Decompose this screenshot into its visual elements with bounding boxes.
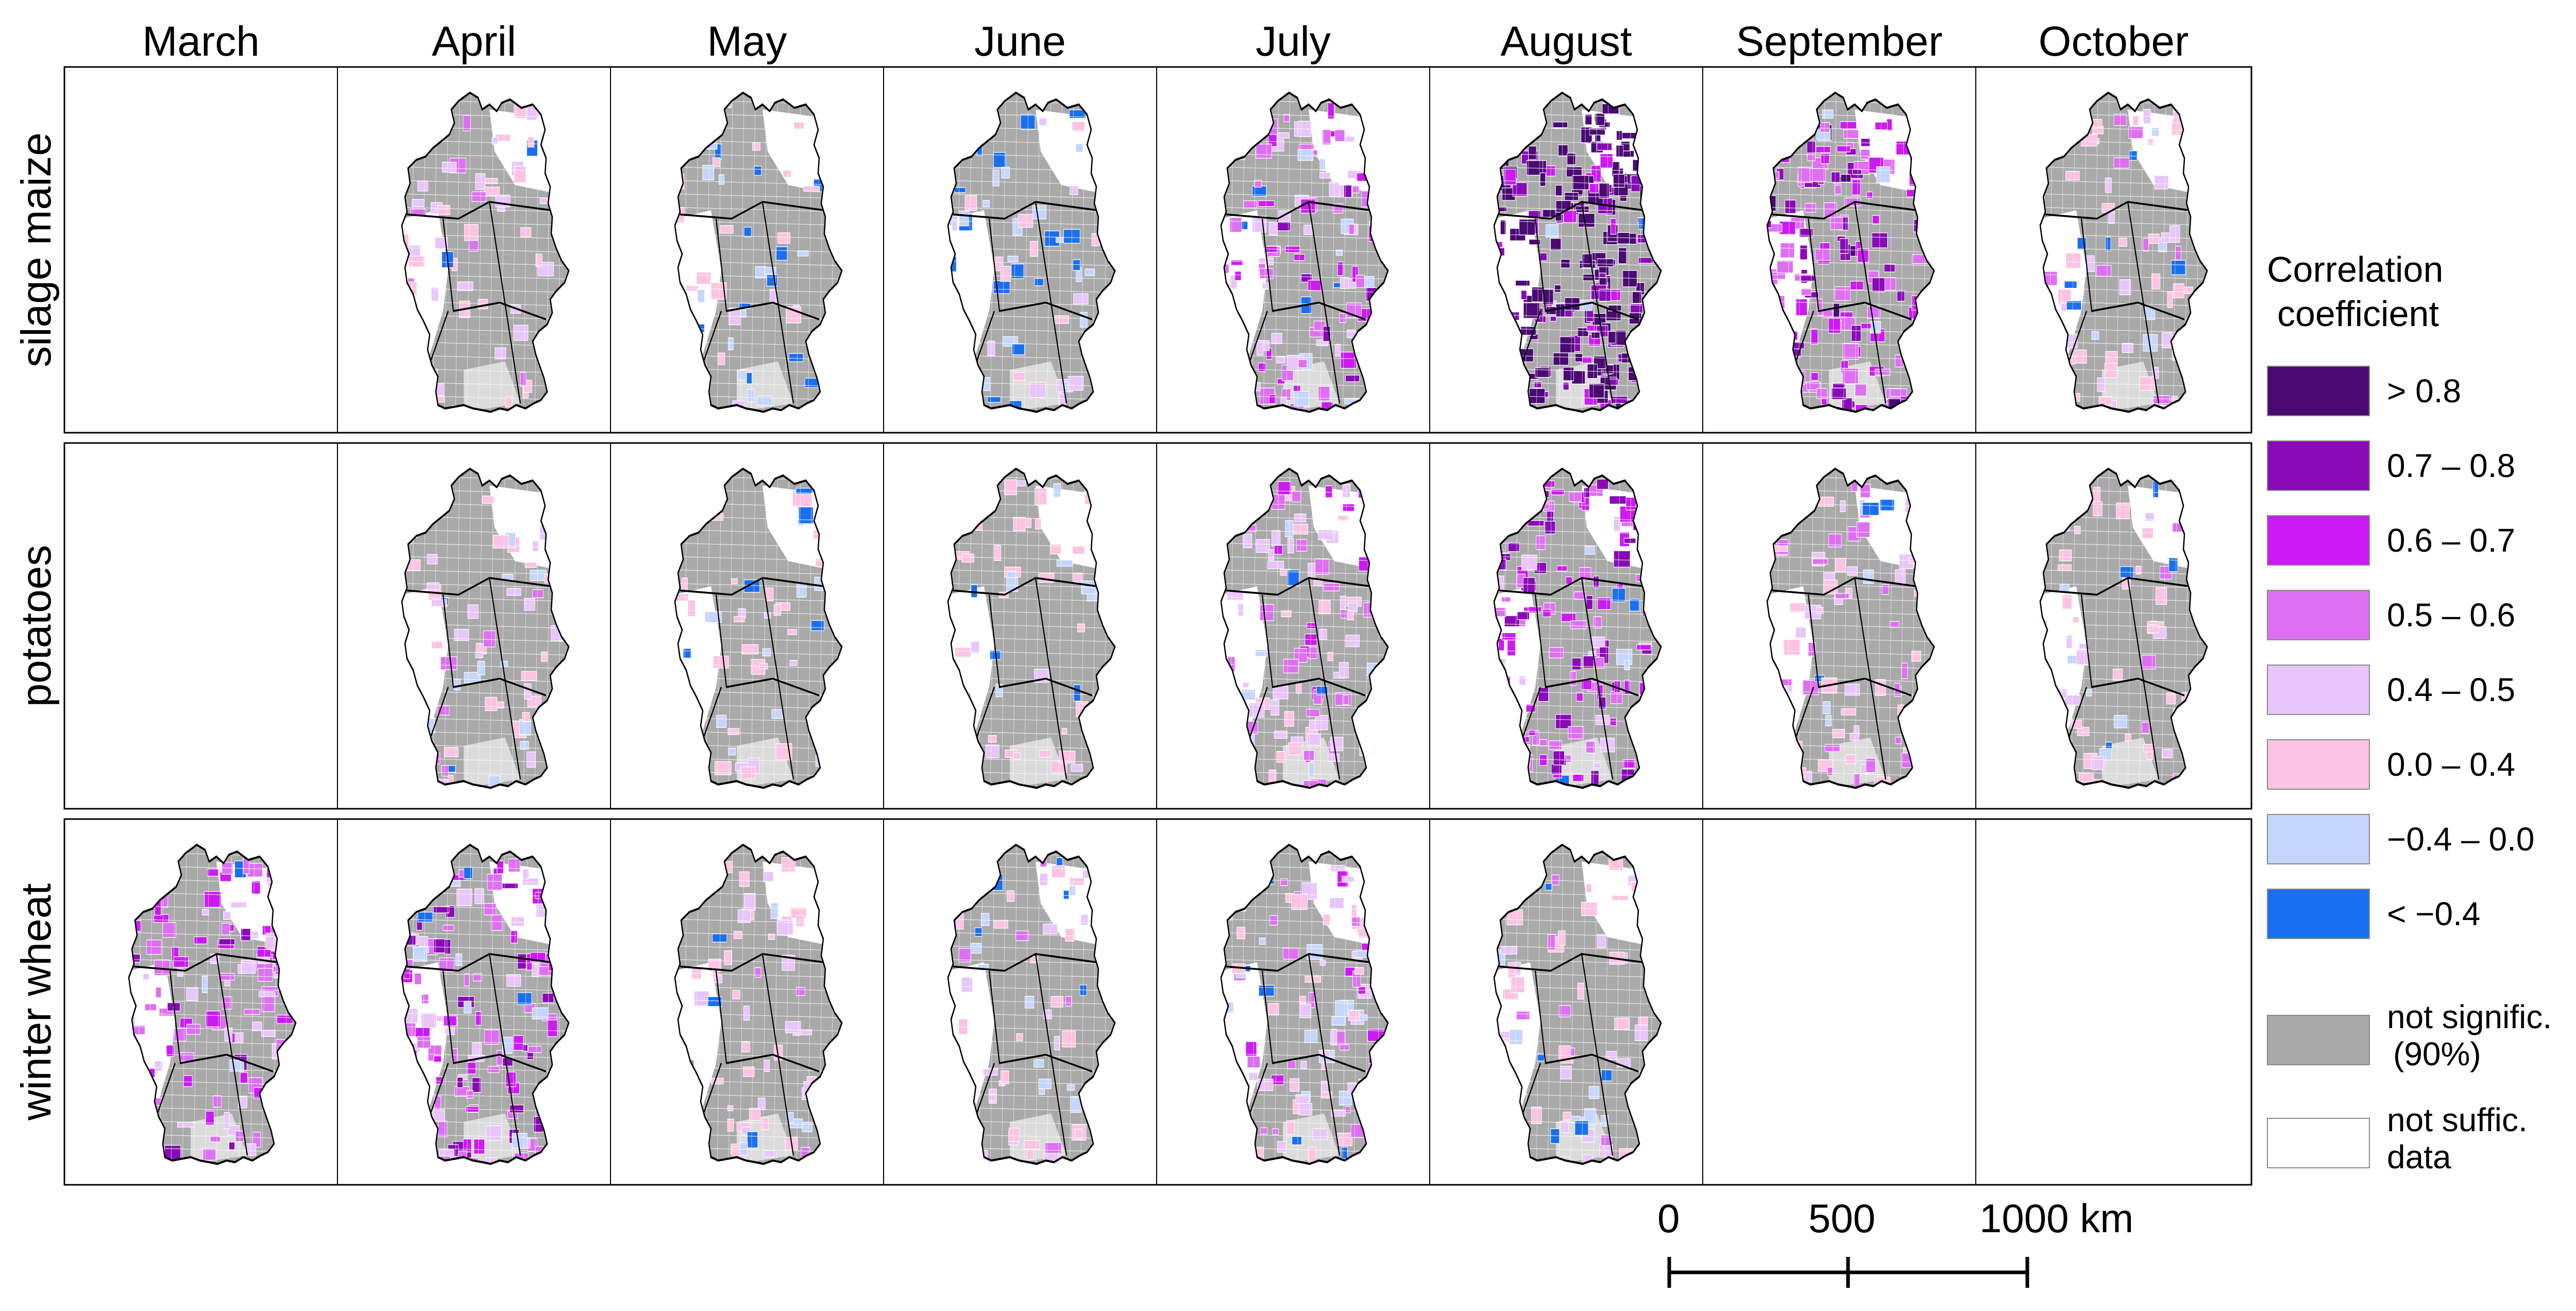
- germany-map: [1206, 469, 1391, 805]
- scale-label-1000: 1000 km: [1979, 1196, 2134, 1241]
- month-header: May: [707, 18, 787, 65]
- germany-map: [386, 469, 572, 805]
- legend-row-not-sufficient: not suffic. data: [2266, 1101, 2575, 1176]
- germany-map: [2025, 93, 2210, 429]
- germany-map: [659, 93, 845, 429]
- scale-bar-lines: [1667, 1257, 2029, 1288]
- legend-label: > 0.8: [2387, 372, 2462, 410]
- panel-row-frame: [63, 818, 2252, 1186]
- legend-label: < −0.4: [2387, 895, 2481, 932]
- legend-row: 0.6 – 0.7: [2266, 515, 2575, 567]
- legend-swatch-not-significant: [2267, 1015, 2370, 1065]
- legend-row: > 0.8: [2266, 366, 2575, 417]
- legend-label: 0.5 – 0.6: [2387, 597, 2516, 634]
- crop-row-label: silage maize: [13, 132, 60, 367]
- legend-label-not-sufficient: not suffic. data: [2387, 1101, 2528, 1176]
- germany-map: [1752, 93, 1937, 429]
- crop-row-label: winter wheat: [13, 883, 60, 1121]
- scale-label-0: 0: [1657, 1196, 1680, 1241]
- germany-map: [1752, 469, 1937, 805]
- germany-map: [113, 845, 299, 1181]
- legend-swatch: [2267, 814, 2370, 864]
- crop-row-label: potatoes: [13, 545, 60, 707]
- legend-swatch: [2267, 440, 2370, 491]
- month-header: October: [2039, 18, 2189, 65]
- germany-map: [933, 845, 1118, 1181]
- germany-map: [1206, 845, 1391, 1181]
- legend-title: Correlation coefficient: [2267, 247, 2575, 336]
- legend-row-not-significant: not signific. (90%): [2266, 998, 2575, 1072]
- month-header: August: [1500, 18, 1632, 65]
- germany-map: [659, 845, 845, 1181]
- germany-map: [933, 93, 1118, 429]
- panel-row-frame: [63, 442, 2252, 810]
- legend-row: 0.4 – 0.5: [2266, 665, 2575, 716]
- legend-swatch: [2267, 665, 2370, 715]
- legend-swatch: [2267, 889, 2370, 939]
- legend: Correlation coefficient > 0.8 0.7 – 0.8 0.…: [2266, 247, 2575, 1176]
- germany-map: [1479, 469, 1664, 805]
- legend-label: 0.4 – 0.5: [2387, 671, 2516, 708]
- month-header: July: [1256, 18, 1331, 65]
- legend-label: 0.6 – 0.7: [2387, 522, 2516, 559]
- map-panels: March April May June July August September Octo…: [13, 18, 2252, 1186]
- month-header: June: [974, 18, 1066, 65]
- legend-swatch-not-sufficient: [2267, 1118, 2370, 1168]
- legend-row: −0.4 – 0.0: [2266, 814, 2575, 865]
- month-header: April: [432, 18, 516, 65]
- panel-row-frame: [63, 66, 2252, 434]
- legend-label: 0.7 – 0.8: [2387, 447, 2516, 484]
- germany-map: [386, 845, 572, 1181]
- month-header: March: [142, 18, 260, 65]
- legend-row: < −0.4: [2266, 889, 2575, 940]
- legend-label-not-significant: not signific. (90%): [2387, 998, 2552, 1072]
- germany-map: [1479, 845, 1664, 1181]
- germany-map: [933, 469, 1118, 805]
- legend-row: 0.7 – 0.8: [2266, 440, 2575, 492]
- germany-map: [1206, 93, 1391, 429]
- legend-swatch: [2267, 739, 2370, 790]
- legend-swatch: [2267, 515, 2370, 566]
- legend-title-line2: coefficient: [2277, 294, 2439, 334]
- legend-row: 0.0 – 0.4: [2266, 739, 2575, 791]
- germany-map: [659, 469, 845, 805]
- germany-map: [386, 93, 572, 429]
- legend-title-line1: Correlation: [2267, 249, 2444, 290]
- month-header: September: [1736, 18, 1942, 65]
- scale-label-500: 500: [1808, 1196, 1876, 1241]
- germany-map: [2025, 469, 2210, 805]
- legend-swatch: [2267, 590, 2370, 640]
- legend-label: 0.0 – 0.4: [2387, 746, 2516, 783]
- legend-label: −0.4 – 0.0: [2387, 821, 2535, 858]
- legend-swatch: [2267, 366, 2370, 416]
- legend-row: 0.5 – 0.6: [2266, 590, 2575, 641]
- germany-map: [1479, 93, 1664, 429]
